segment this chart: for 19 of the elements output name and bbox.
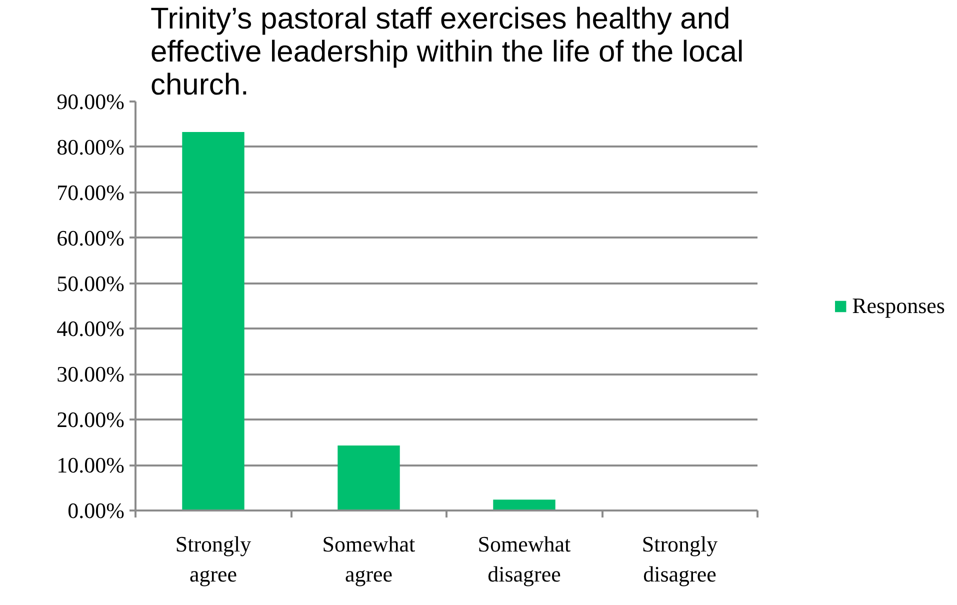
x-tick-label: Strongly disagree [642,532,718,586]
y-tick-label: 50.00% [56,270,124,296]
legend-label: Responses [852,292,945,318]
x-tick-label: Somewhat agree [322,532,416,586]
y-tick-label: 30.00% [56,362,124,387]
bar [338,446,400,510]
chart-title: Trinity’s pastoral staff exercises healthy and effective leadership within the life of the local church. [150,2,744,102]
bar [182,132,244,510]
y-tick-label: 0.00% [68,498,124,523]
x-tick-label: Somewhat disagree [478,532,571,586]
y-tick-label: 90.00% [56,89,124,114]
x-tick-label: Strongly agree [175,532,252,586]
y-tick-label: 40.00% [56,316,124,342]
y-tick-label: 10.00% [56,452,124,478]
y-tick-label: 80.00% [56,134,124,160]
y-tick-label: 20.00% [56,407,124,432]
y-tick-label: 60.00% [56,225,124,250]
y-tick-label: 70.00% [56,180,124,205]
bar [493,500,556,510]
